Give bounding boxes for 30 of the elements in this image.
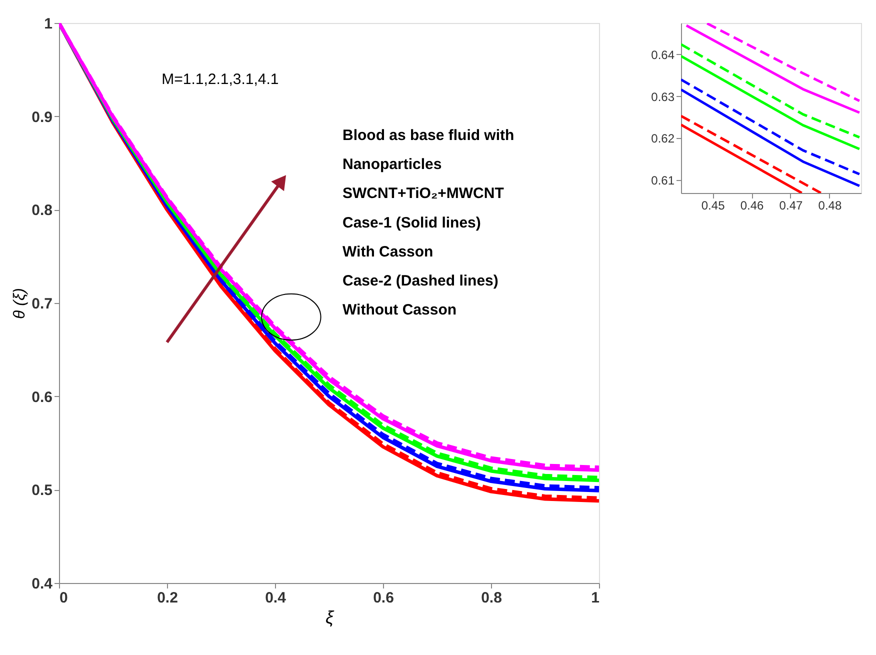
x-tick-label: 0.8 [481,590,502,606]
x-tick-label: 0 [60,590,68,606]
annotation: Case-2 (Dashed lines) [342,272,498,290]
y-tick-label: 0.7 [32,296,52,312]
x-tick-label: 0.48 [818,198,842,212]
x-tick-label: 0.2 [157,590,178,606]
x-tick-label: 1 [591,590,600,606]
y-tick-label: 0.5 [32,482,52,500]
annotation: Blood as base fluid with [342,127,514,144]
y-tick-label: 0.9 [32,108,52,126]
annotation: With Casson [342,243,434,260]
annotation: Nanoparticles [342,156,442,174]
y-tick-label: 0.62 [651,132,675,146]
annotation: Without Casson [342,302,457,319]
x-tick-label: 0.4 [265,590,287,606]
x-axis-title: ξ [325,608,334,628]
y-tick-label: 0.6 [32,388,52,406]
annotation: SWCNT+TiO₂+MWCNT [342,185,504,202]
annotation: M=1.1,2.1,3.1,4.1 [162,71,279,88]
x-tick-label: 0.47 [779,198,803,212]
y-tick-label: 1 [44,16,52,32]
annotation: Case-1 (Solid lines) [342,214,481,232]
x-tick-label: 0.45 [701,198,726,212]
x-tick-label: 0.6 [373,590,394,606]
y-tick-label: 0.4 [32,576,54,592]
y-axis-title: θ (ξ) [12,288,29,319]
y-tick-label: 0.64 [651,48,675,62]
y-tick-label: 0.61 [651,174,675,188]
x-tick-label: 0.46 [740,198,764,212]
y-tick-label: 0.63 [651,90,675,104]
